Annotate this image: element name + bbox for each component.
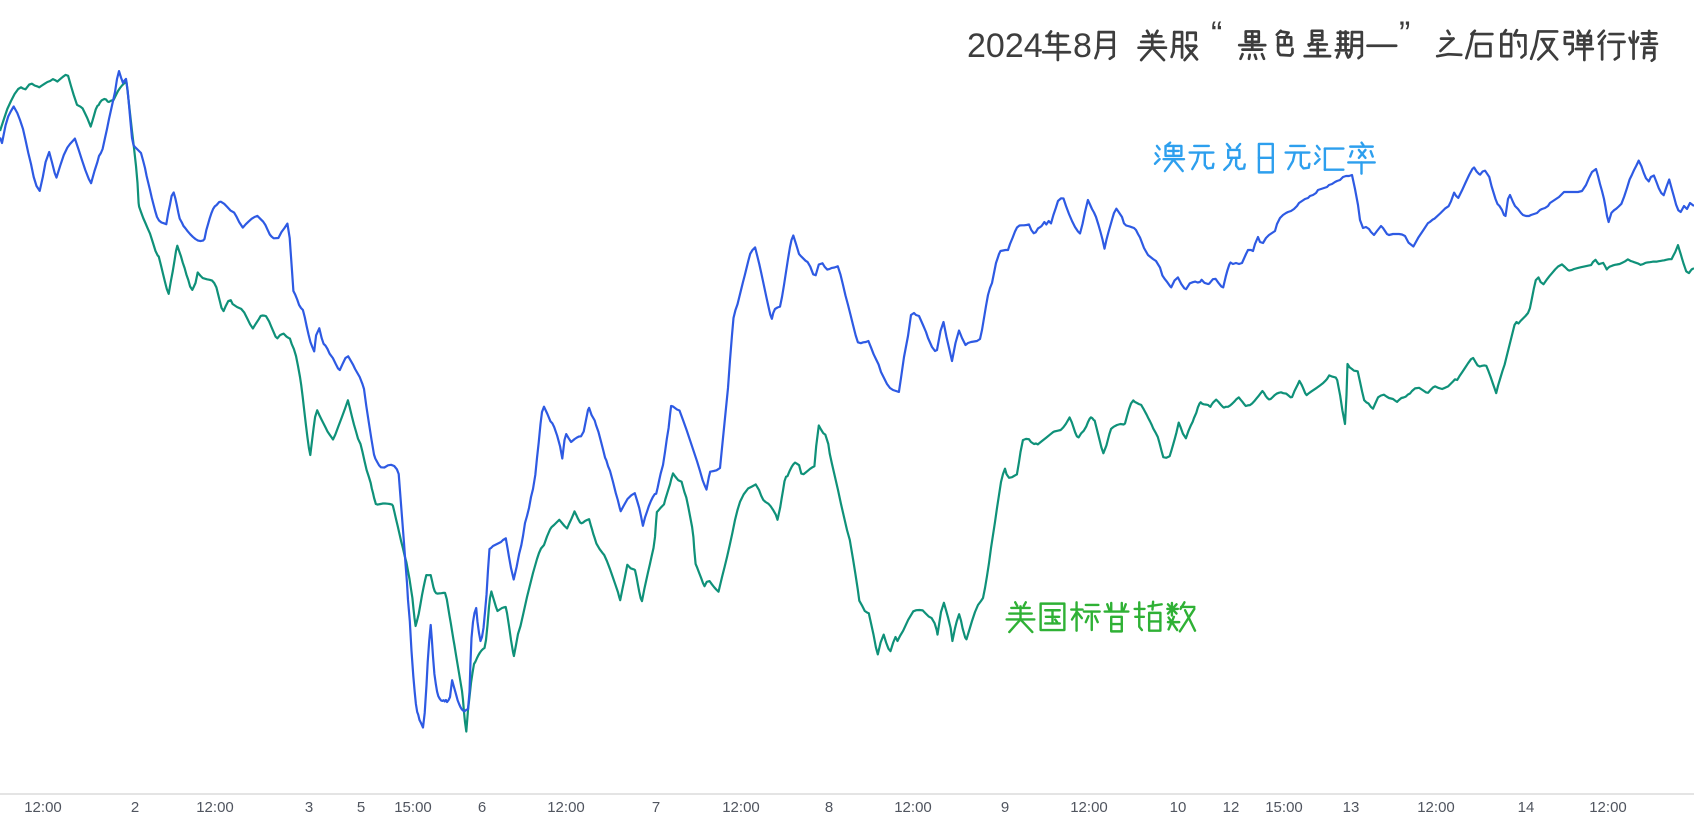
svg-text:2024: 2024 [967,27,1043,65]
svg-text:13: 13 [1343,799,1360,816]
svg-text:12: 12 [1223,799,1240,816]
svg-text:2: 2 [131,799,139,816]
svg-text:7: 7 [652,799,660,816]
svg-text:15:00: 15:00 [394,799,432,816]
svg-text:12:00: 12:00 [196,799,234,816]
svg-text:15:00: 15:00 [1265,799,1303,816]
svg-text:12:00: 12:00 [894,799,932,816]
svg-text:5: 5 [357,799,365,816]
svg-text:10: 10 [1170,799,1187,816]
svg-text:14: 14 [1518,799,1535,816]
svg-text:12:00: 12:00 [722,799,760,816]
svg-text:”: ” [1399,15,1410,53]
svg-text:9: 9 [1001,799,1009,816]
svg-text:12:00: 12:00 [547,799,585,816]
svg-text:12:00: 12:00 [1589,799,1627,816]
svg-text:8: 8 [1073,27,1092,65]
svg-text:12:00: 12:00 [1417,799,1455,816]
svg-text:6: 6 [478,799,486,816]
svg-text:3: 3 [305,799,313,816]
svg-text:“: “ [1211,15,1222,53]
svg-text:8: 8 [825,799,833,816]
svg-text:12:00: 12:00 [1070,799,1108,816]
svg-text:12:00: 12:00 [24,799,62,816]
